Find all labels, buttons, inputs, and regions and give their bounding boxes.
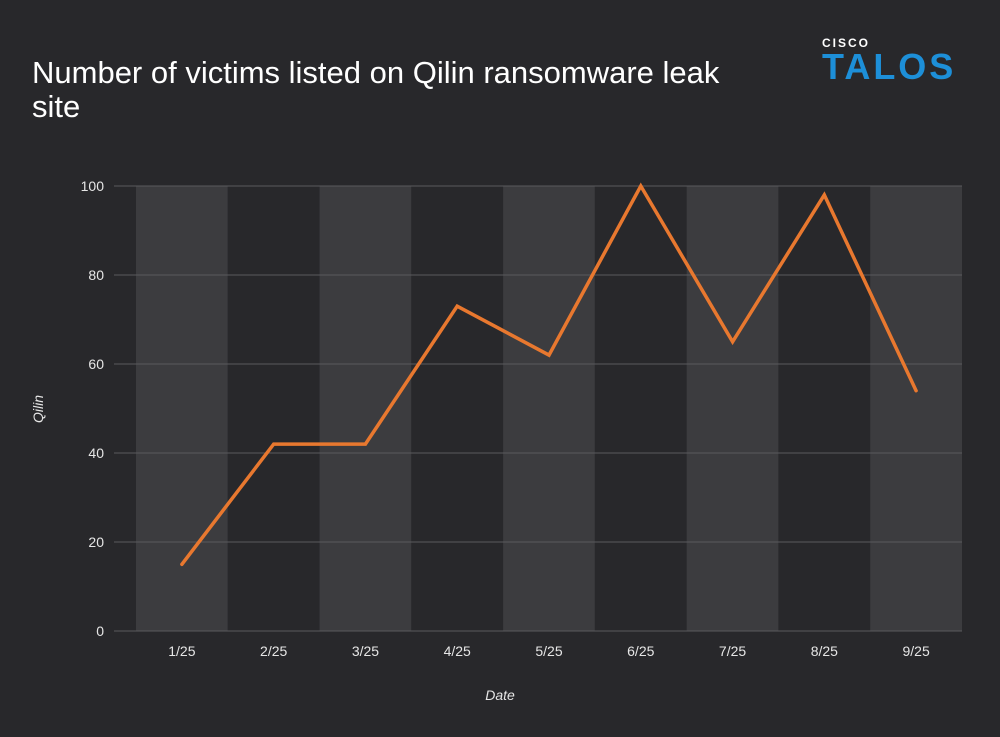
data-point — [180, 562, 184, 566]
y-tick-label: 40 — [88, 445, 104, 461]
data-point — [731, 340, 735, 344]
chart-title: Number of victims listed on Qilin ransom… — [32, 55, 720, 124]
data-point — [455, 304, 459, 308]
x-tick-label: 4/25 — [444, 643, 471, 659]
background-band — [870, 186, 962, 631]
background-band — [503, 186, 595, 631]
data-point — [639, 184, 643, 188]
cisco-talos-logo: CISCO TALOS — [822, 36, 964, 90]
logo-talos-text: TALOS — [822, 46, 957, 87]
y-axis-title: Qilin — [30, 395, 46, 423]
y-tick-label: 60 — [88, 356, 104, 372]
background-band — [594, 186, 687, 631]
y-tick-label: 100 — [81, 178, 105, 194]
x-tick-label: 8/25 — [811, 643, 838, 659]
x-tick-label: 9/25 — [902, 643, 929, 659]
data-point — [914, 389, 918, 393]
x-tick-label: 6/25 — [627, 643, 654, 659]
x-tick-label: 2/25 — [260, 643, 287, 659]
logo-cisco-text: CISCO — [822, 36, 871, 50]
data-point — [547, 353, 551, 357]
x-tick-label: 7/25 — [719, 643, 746, 659]
x-tick-label: 1/25 — [168, 643, 195, 659]
background-band — [778, 186, 871, 631]
y-tick-label: 0 — [96, 623, 104, 639]
y-tick-label: 20 — [88, 534, 104, 550]
x-tick-label: 5/25 — [535, 643, 562, 659]
background-band — [136, 186, 228, 631]
data-point — [272, 442, 276, 446]
data-point — [822, 193, 826, 197]
background-band — [227, 186, 320, 631]
background-band — [686, 186, 779, 631]
data-point — [363, 442, 367, 446]
x-tick-label: 3/25 — [352, 643, 379, 659]
background-band — [319, 186, 412, 631]
x-axis-title: Date — [485, 687, 515, 703]
y-tick-label: 80 — [88, 267, 104, 283]
background-band — [411, 186, 504, 631]
